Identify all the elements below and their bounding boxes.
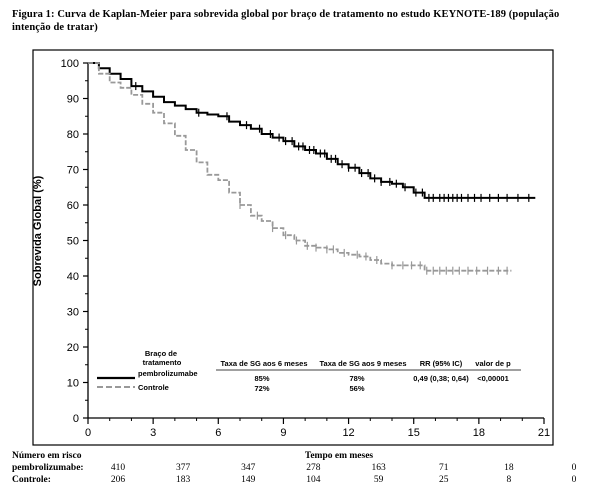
y-tick-label-20: 20 — [67, 342, 79, 354]
risk-row-label-control: Controle: — [12, 475, 51, 485]
legend-title-line-1: Braço de — [145, 349, 177, 358]
figure-title: Figura 1: Curva de Kaplan-Meier para sob… — [12, 9, 560, 33]
risk-value: 149 — [241, 475, 256, 485]
risk-value: 0 — [571, 463, 577, 473]
x-tick-label-21: 21 — [538, 427, 550, 439]
y-tick-label-30: 30 — [67, 307, 79, 319]
km-curve-control — [88, 62, 512, 272]
y-tick-label-50: 50 — [67, 236, 79, 248]
y-tick-label-0: 0 — [73, 413, 79, 425]
x-tick-label-12: 12 — [342, 427, 354, 439]
censor-layer — [135, 82, 530, 275]
risk-value: 0 — [571, 475, 577, 485]
risk-value: 206 — [110, 475, 126, 485]
risk-value: 8 — [506, 475, 512, 485]
risk-value: 59 — [373, 475, 384, 485]
x-axis-label: Tempo em meses — [305, 451, 374, 461]
axes: 0 10 20 30 40 50 60 70 80 90 100 0 3 6 9 12 15 18 21 — [61, 58, 550, 439]
sg6-pembrolizumab: 85% — [254, 374, 269, 383]
risk-value: 163 — [371, 463, 386, 473]
risk-row-label-pembrolizumab: pembrolizumabe: — [12, 463, 84, 473]
sg6-control: 72% — [254, 384, 269, 393]
risk-value: 183 — [176, 475, 191, 485]
series-layer — [88, 62, 536, 272]
risk-value: 278 — [306, 463, 321, 473]
y-tick-label-80: 80 — [67, 129, 79, 141]
sg9-control: 56% — [349, 384, 364, 393]
risk-value: 71 — [438, 463, 449, 473]
header-sg6: Taxa de SG aos 6 meses — [221, 359, 308, 368]
header-rr: RR (95% IC) — [420, 359, 463, 368]
x-tick-label-18: 18 — [473, 427, 485, 439]
header-p: valor de p — [475, 359, 511, 368]
x-tick-label-0: 0 — [85, 427, 91, 439]
x-tick-label-15: 15 — [408, 427, 420, 439]
risk-value: 104 — [306, 475, 321, 485]
p-value: <0,00001 — [477, 374, 509, 383]
risk-value: 18 — [504, 463, 514, 473]
plot-frame — [32, 49, 554, 446]
y-tick-label-60: 60 — [67, 200, 79, 212]
legend-title-line-2: tratamento — [143, 358, 182, 367]
x-tick-label-3: 3 — [150, 427, 156, 439]
sg9-pembrolizumab: 78% — [349, 374, 364, 383]
y-tick-label-90: 90 — [67, 94, 79, 106]
risk-value: 25 — [438, 475, 449, 485]
y-tick-label-40: 40 — [67, 271, 79, 283]
risk-value: 410 — [110, 463, 126, 473]
header-sg9: Taxa de SG aos 9 meses — [320, 359, 407, 368]
legend-label-control: Controle — [138, 383, 169, 392]
km-curve-pembrolizumab — [88, 62, 536, 199]
y-tick-label-70: 70 — [67, 165, 79, 177]
y-tick-label-100: 100 — [61, 58, 79, 70]
legend-title: Braço de tratamento — [143, 349, 182, 367]
rr-value: 0,49 (0,38; 0,64) — [413, 374, 469, 383]
legend: Braço de tratamento pembrolizumabe Contr… — [97, 349, 521, 393]
risk-value: 377 — [176, 463, 191, 473]
risk-table-title: Número em risco — [12, 451, 82, 461]
x-tick-label-6: 6 — [215, 427, 221, 439]
x-tick-label-9: 9 — [280, 427, 286, 439]
risk-value: 347 — [241, 463, 256, 473]
y-axis-label: Sobrevida Global (%) — [32, 175, 44, 286]
y-tick-label-10: 10 — [67, 378, 79, 390]
legend-label-pembrolizumab: pembrolizumabe — [138, 369, 198, 378]
